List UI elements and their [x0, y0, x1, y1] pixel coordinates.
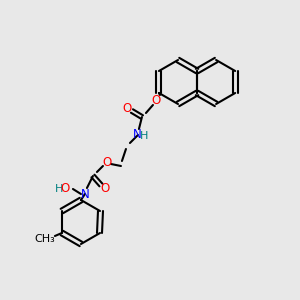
Text: O: O [151, 94, 160, 107]
Text: CH₃: CH₃ [34, 234, 55, 244]
Text: O: O [102, 157, 112, 169]
Text: O: O [100, 182, 110, 194]
Text: H: H [140, 131, 148, 141]
Text: O: O [122, 103, 132, 116]
Text: N: N [81, 188, 89, 200]
Text: H: H [55, 184, 63, 194]
Text: N: N [133, 128, 141, 142]
Text: O: O [60, 182, 70, 196]
